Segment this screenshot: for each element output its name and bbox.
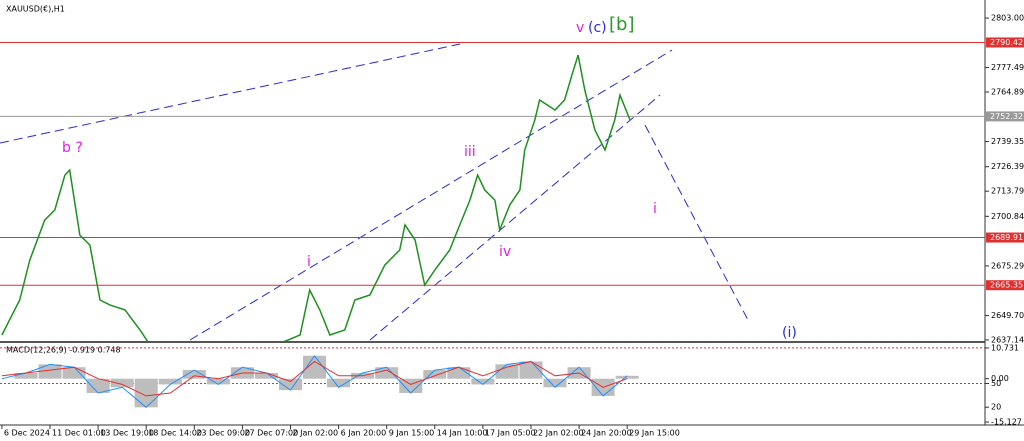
wave-label: i: [653, 201, 657, 217]
macd-label: MACD(12,26,9) -0.919 0.748: [6, 346, 121, 355]
level-label: 2665.35: [990, 281, 1023, 290]
trendline: [369, 94, 661, 341]
wave-label: b ?: [62, 140, 83, 156]
x-tick-label: 22 Jan 02:00: [533, 429, 584, 438]
trendline: [0, 43, 461, 144]
level-label: 2790.42: [990, 38, 1023, 47]
y-tick-label: 2713.79: [991, 187, 1024, 196]
macd-line: [1, 360, 628, 397]
macd-histogram-bar: [110, 378, 134, 388]
x-tick-label: 23 Dec 09:00: [196, 429, 250, 438]
wave-label: (c): [588, 20, 607, 36]
x-tick-label: 18 Dec 14:00: [148, 429, 202, 438]
macd-histogram-bar: [38, 364, 62, 379]
x-tick-label: 9 Jan 15:00: [389, 429, 435, 438]
trendline: [644, 124, 749, 321]
macd-histogram-bar: [303, 355, 327, 379]
x-tick-label: 13 Dec 19:00: [100, 429, 154, 438]
macd-histogram-bar: [134, 378, 158, 408]
y-tick-label: 2700.84: [991, 212, 1024, 221]
x-tick-label: 27 Dec 07:00: [244, 429, 298, 438]
macd-histogram-bar: [86, 378, 110, 394]
level-label: 2689.91: [990, 233, 1023, 242]
macd-histogram-bar: [62, 367, 86, 379]
wave-label: [b]: [609, 14, 634, 35]
macd-histogram-bar: [278, 378, 303, 391]
wave-label: (i): [782, 325, 797, 341]
x-tick-label: 17 Jan 05:00: [485, 429, 536, 438]
y-tick-label: 2739.35: [991, 137, 1024, 146]
wave-label: i: [307, 254, 311, 270]
level-label: 2752.32: [990, 112, 1023, 121]
macd-histogram-bar: [158, 378, 182, 385]
y-tick-label: 2777.49: [991, 63, 1024, 72]
y-tick-label: 2649.70: [991, 311, 1024, 320]
price-line: [1, 54, 631, 341]
macd-histogram-bar: [375, 367, 399, 379]
x-tick-label: 14 Jan 10:00: [437, 429, 488, 438]
x-tick-label: 2 Jan 02:00: [292, 429, 338, 438]
level-label-box: [986, 280, 1024, 291]
x-tick-label: 29 Jan 15:00: [629, 429, 680, 438]
level-label-box: [986, 232, 1024, 243]
macd-y-tick-label: 0.00: [991, 374, 1009, 383]
macd-histogram-bar: [182, 370, 206, 379]
macd-y-tick-label: -15.127: [991, 418, 1022, 427]
macd-histogram-bar: [543, 378, 567, 388]
wave-label: iv: [499, 244, 511, 260]
y-tick-label: 2637.14: [991, 335, 1024, 344]
macd-y-tick-label: 10.731: [991, 343, 1019, 352]
trendline: [189, 49, 673, 341]
y-tick-label: 2675.29: [991, 261, 1024, 270]
level-label-box: [986, 111, 1024, 122]
macd-histogram-bar: [327, 378, 351, 388]
trendlines: [0, 43, 749, 341]
y-tick-label: 2764.89: [991, 88, 1024, 97]
macd-histogram-bar: [519, 361, 543, 379]
symbol-label: XAUUSD(€),H1: [6, 5, 65, 14]
macd-histogram-bar: [254, 372, 278, 379]
macd-histogram-bar: [447, 367, 471, 379]
macd-histogram-bar: [471, 378, 495, 385]
x-tick-label: 11 Dec 01:00: [52, 429, 106, 438]
x-tick-label: 6 Dec 2024: [4, 429, 50, 438]
wave-label: iii: [464, 144, 476, 160]
wave-label: v: [576, 20, 584, 36]
macd-pane: [0, 347, 985, 408]
y-tick-label: 2726.39: [991, 162, 1024, 171]
x-tick-label: 24 Jan 20:00: [581, 429, 632, 438]
macd-line: [1, 354, 628, 408]
price-pane: [1, 54, 631, 341]
level-label-box: [986, 37, 1024, 48]
y-tick-label: 2803.00: [991, 14, 1024, 23]
macd-y-tick-label: 20: [991, 403, 1001, 412]
x-tick-label: 6 Jan 20:00: [341, 429, 387, 438]
macd-histogram-bar: [495, 364, 519, 379]
macd-histogram-bar: [206, 378, 230, 385]
macd-y-tick-label: 50: [991, 379, 1001, 388]
macd-histogram-bar: [14, 372, 38, 379]
macd-histogram-bar: [615, 375, 639, 379]
macd-histogram-bar: [423, 370, 447, 379]
